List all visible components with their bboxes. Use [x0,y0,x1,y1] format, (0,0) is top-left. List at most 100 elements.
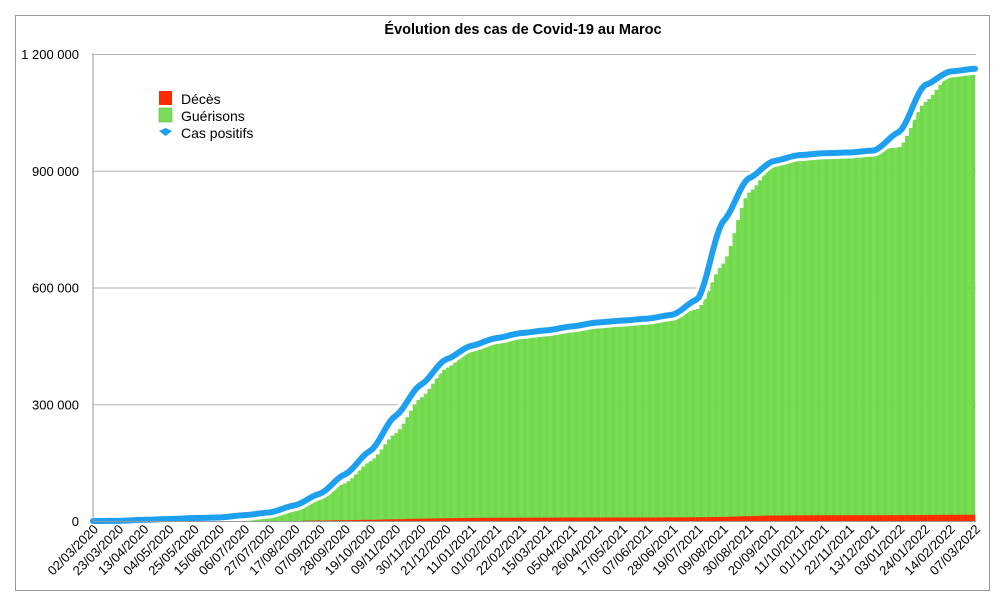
bar-deces [567,517,571,521]
bar-guerisons [828,152,832,521]
bar-deces [629,517,634,521]
bar-guerisons [438,373,443,521]
bar-guerisons [611,323,616,521]
chart-title: Évolution des cas de Covid-19 au Maroc [384,21,661,38]
bar-deces [589,517,593,521]
bar-guerisons [842,151,847,521]
bar-deces [743,516,748,521]
bar-deces [816,515,821,521]
bar-guerisons [912,119,917,521]
bar-guerisons [372,458,377,521]
bar-deces [331,520,336,521]
bar-guerisons [629,321,634,521]
bar-deces [872,515,876,521]
bar-guerisons [916,111,921,521]
bar-deces [368,519,373,521]
bar-deces [489,517,494,521]
bar-guerisons [949,74,954,521]
bar-guerisons [361,466,366,521]
bar-deces [427,518,432,521]
bar-deces [522,517,527,521]
bar-guerisons [835,152,840,521]
bar-deces [905,515,910,521]
bar-deces [890,515,895,521]
bar-deces [453,518,458,521]
bar-deces [592,517,597,521]
bar-guerisons [714,274,718,521]
bar-guerisons [526,333,531,521]
y-tick-label: 600 000 [32,281,79,296]
bar-guerisons [739,207,744,521]
y-tick-label: 0 [72,514,79,529]
bar-guerisons [857,150,862,521]
bar-deces [552,517,557,521]
bar-guerisons [445,367,450,521]
bar-deces [765,515,770,521]
bar-guerisons [515,335,520,521]
bar-guerisons [460,355,465,521]
bar-deces [853,515,858,521]
bar-guerisons [614,322,619,521]
bar-deces [614,517,619,521]
bar-deces [633,517,638,521]
bar-guerisons [339,484,344,521]
y-tick-label: 1 200 000 [21,47,79,62]
bar-deces [449,518,454,521]
bar-deces [387,519,391,521]
bar-deces [445,518,450,521]
bar-guerisons [658,318,663,521]
bar-guerisons [706,290,711,521]
bar-deces [655,517,660,521]
bar-guerisons [930,94,935,521]
bar-deces [467,517,472,521]
bar-deces [504,517,509,521]
bar-deces [383,519,388,521]
bar-guerisons [952,74,957,521]
bar-deces [971,514,976,521]
bar-guerisons [732,233,737,521]
bar-guerisons [574,327,579,521]
bar-guerisons [284,510,288,521]
bar-deces [537,517,542,521]
bar-deces [361,519,366,521]
bar-deces [769,515,774,521]
bar-guerisons [941,80,946,521]
bar-guerisons [427,389,432,521]
bar-deces [603,517,608,521]
bar-deces [714,516,718,521]
bar-deces [409,518,413,521]
bar-guerisons [537,331,542,521]
bar-deces [618,517,623,521]
bar-deces [912,515,917,521]
bar-deces [754,515,759,521]
bar-deces [945,514,950,521]
bar-guerisons [482,345,487,521]
bar-guerisons [883,149,887,522]
bar-deces [423,518,428,521]
bar-deces [493,517,498,521]
bar-guerisons [868,150,873,521]
bar-deces [570,517,575,521]
bar-guerisons [872,150,876,522]
bar-deces [545,517,549,521]
bar-guerisons [945,76,950,521]
bar-guerisons [357,470,362,521]
bar-guerisons [420,397,424,521]
bar-deces [548,517,553,521]
bar-deces [405,518,410,521]
bar-deces [688,517,693,521]
bar-guerisons [633,320,638,521]
legend: Décès Guérisons Cas positifs [158,91,253,141]
bar-deces [861,515,865,521]
bar-guerisons [938,84,943,521]
bar-deces [460,518,465,521]
bar-guerisons [721,263,726,521]
bar-deces [750,516,755,521]
bar-guerisons [320,497,325,521]
bar-deces [420,518,424,521]
bar-guerisons [578,326,582,521]
bar-guerisons [644,319,649,521]
bar-guerisons [861,150,865,521]
bar-deces [530,517,535,521]
